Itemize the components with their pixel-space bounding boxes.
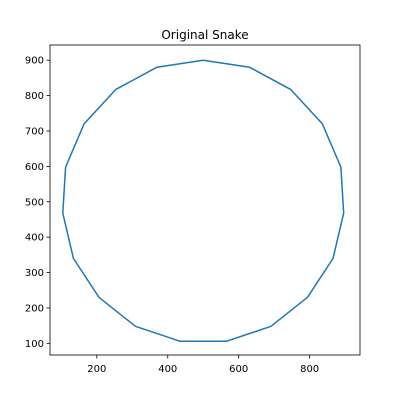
y-tick-label: 800 [25,91,44,102]
y-tick-label: 900 [25,56,44,67]
x-axis: 200 400 600 800 [87,355,319,375]
y-tick-label: 200 [25,303,44,314]
x-tick-label: 400 [158,364,177,375]
x-tick-label: 600 [229,364,248,375]
x-tick-label: 800 [300,364,319,375]
y-axis: 100 200 300 400 500 600 700 800 900 [25,56,50,350]
y-tick-label: 100 [25,339,44,350]
x-tick-label: 200 [87,364,106,375]
y-tick-label: 300 [25,268,44,279]
y-tick-label: 400 [25,233,44,244]
y-tick-label: 600 [25,162,44,173]
y-tick-label: 700 [25,126,44,137]
chart-title: Original Snake [161,28,248,42]
axes-frame [49,44,361,356]
series-layer [62,59,345,342]
y-tick-label: 500 [25,197,44,208]
series-line-0 [62,59,345,342]
